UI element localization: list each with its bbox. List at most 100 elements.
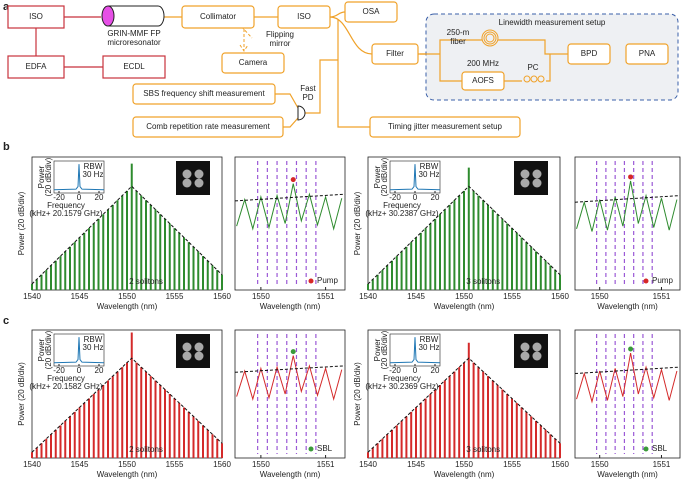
inset-x-tick-label: -20 — [389, 193, 401, 202]
x-axis-label: Wavelength (nm) — [260, 302, 321, 311]
node-label: ECDL — [123, 62, 145, 71]
legend-label: SBL — [652, 444, 668, 453]
annotation: 2 solitons — [129, 277, 163, 286]
x-tick-label: 1551 — [317, 292, 335, 301]
marker-point — [628, 346, 634, 352]
legend-label: SBL — [317, 444, 333, 453]
x-tick-label: 1540 — [23, 460, 41, 469]
node-box — [181, 5, 255, 29]
x-tick-label: 1551 — [653, 460, 671, 469]
marker-point — [290, 349, 296, 355]
node-box — [277, 5, 331, 29]
node-label: Fast — [300, 84, 316, 93]
mode-lobe — [194, 178, 204, 188]
node-label: fiber — [450, 37, 466, 46]
node-label: ISO — [29, 12, 43, 21]
legend-swatch — [643, 278, 649, 284]
node-label: PD — [302, 93, 313, 102]
x-tick-label: 1551 — [653, 292, 671, 301]
inset-x-tick-label: 0 — [413, 193, 418, 202]
inset-x-label: (kHz+ 20.1582 GHz) — [29, 382, 102, 391]
photodiode — [297, 105, 306, 121]
x-tick-label: 1550 — [455, 292, 473, 301]
node-label: SBS frequency shift measurement — [143, 89, 265, 98]
y-axis-label: Power (20 dB/div) — [353, 362, 362, 426]
x-tick-label: 1555 — [166, 460, 184, 469]
annotation: 3 solitons — [466, 277, 500, 286]
pc-loops — [523, 75, 545, 83]
inset-x-tick-label: 0 — [77, 193, 82, 202]
inset-y-label: (20 dB/div) — [380, 157, 389, 196]
plot-frame — [234, 156, 346, 291]
inset-y-label: (20 dB/div) — [380, 330, 389, 369]
inset-note: 30 Hz — [419, 170, 440, 179]
node-label: ISO — [297, 12, 311, 21]
x-axis-label: Wavelength (nm) — [597, 302, 658, 311]
inset-y-label: Power — [37, 338, 46, 361]
mode-image — [176, 334, 210, 368]
node-label: Camera — [239, 58, 268, 67]
inset-x-label: (kHz+ 30.2369 GHz) — [365, 382, 438, 391]
node-box — [371, 43, 419, 65]
mode-image — [176, 161, 210, 195]
x-tick-label: 1540 — [359, 460, 377, 469]
panel-label: b — [3, 141, 10, 153]
x-tick-label: 1555 — [503, 460, 521, 469]
plot-frame — [574, 156, 681, 291]
mode-lobe — [182, 351, 192, 361]
inset-y-label: (20 dB/div) — [44, 157, 53, 196]
legend-swatch — [308, 278, 314, 284]
inset-y-label: (20 dB/div) — [44, 330, 53, 369]
inset-x-tick-label: 20 — [431, 193, 440, 202]
node-label: EDFA — [26, 62, 48, 71]
x-tick-label: 1550 — [118, 460, 136, 469]
inset-note: RBW — [420, 335, 439, 344]
x-tick-label: 1560 — [551, 292, 569, 301]
inset-x-label: Frequency — [47, 201, 85, 210]
x-tick-label: 1560 — [213, 460, 231, 469]
node-box — [102, 55, 166, 79]
node-box — [567, 43, 611, 65]
inset-x-tick-label: -20 — [53, 193, 65, 202]
node-label: 200 MHz — [467, 59, 499, 68]
legend-label: Pump — [652, 276, 673, 285]
plot-frame — [234, 329, 346, 459]
node-label: Timing jitter measurement setup — [388, 122, 503, 131]
node-label: microresonator — [107, 38, 161, 47]
node-label: mirror — [270, 39, 291, 48]
node-label: Comb repetition rate measurement — [146, 122, 270, 131]
node-label: OSA — [363, 7, 381, 16]
spectrum-line — [576, 352, 678, 404]
x-tick-label: 1550 — [591, 292, 609, 301]
inset-note: 30 Hz — [83, 343, 104, 352]
annotation: 2 solitons — [129, 445, 163, 454]
fit-line — [574, 195, 681, 203]
node-label: Flipping — [266, 30, 294, 39]
panel-label: a — [3, 1, 10, 13]
inset-note: RBW — [84, 162, 103, 171]
mode-lobe — [194, 342, 204, 352]
inset-line — [389, 337, 441, 364]
x-tick-label: 1560 — [213, 292, 231, 301]
inset-x-label: Frequency — [383, 374, 421, 383]
x-tick-label: 1550 — [591, 460, 609, 469]
legend-swatch — [308, 446, 314, 452]
mode-lobe — [182, 342, 192, 352]
mode-lobe — [182, 178, 192, 188]
inset-note: RBW — [84, 335, 103, 344]
x-axis-label: Wavelength (nm) — [97, 302, 158, 311]
node-label: 250-m — [447, 28, 470, 37]
mode-lobe — [194, 351, 204, 361]
x-tick-label: 1550 — [455, 460, 473, 469]
inset-x-tick-label: 0 — [413, 366, 418, 375]
x-tick-label: 1555 — [503, 292, 521, 301]
x-tick-label: 1555 — [166, 292, 184, 301]
x-axis-label: Wavelength (nm) — [97, 470, 158, 479]
x-tick-label: 1540 — [359, 292, 377, 301]
node-box — [344, 1, 398, 23]
resonator — [101, 5, 165, 27]
inset-x-label: (kHz+ 20.1579 GHz) — [29, 209, 102, 218]
inset-x-tick-label: -20 — [53, 366, 65, 375]
x-tick-label: 1551 — [317, 460, 335, 469]
